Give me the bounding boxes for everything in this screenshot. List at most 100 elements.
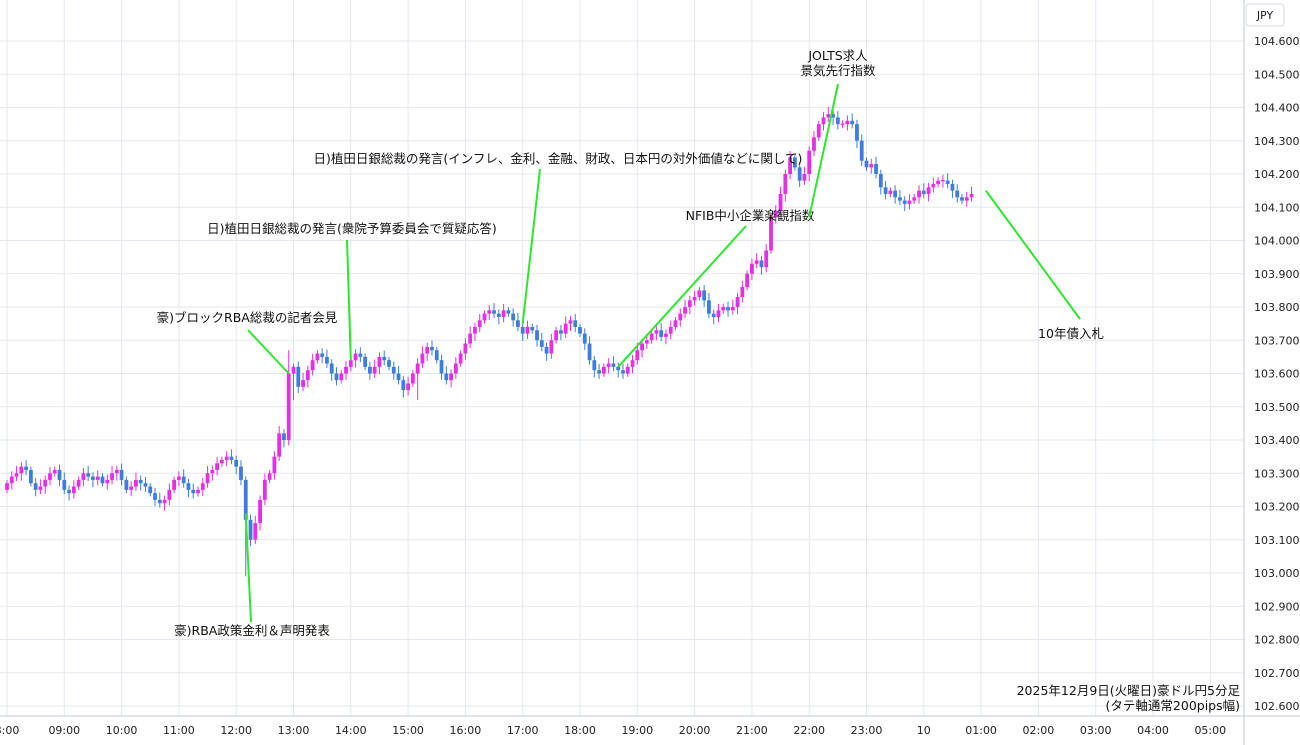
candle (444, 366, 449, 385)
candle (511, 308, 516, 327)
candle (563, 316, 568, 338)
candle (520, 322, 525, 341)
candle (315, 350, 320, 364)
candle (711, 309, 716, 325)
candle (334, 367, 339, 386)
candle (792, 154, 797, 171)
candle (487, 305, 492, 320)
candle (277, 426, 282, 461)
candle (902, 196, 907, 212)
candle (859, 134, 864, 167)
candle (673, 316, 678, 331)
y-tick-label: 103.800 (1254, 301, 1300, 314)
candle (382, 350, 387, 366)
candle (778, 186, 783, 215)
candle (406, 377, 410, 396)
candle (592, 355, 597, 378)
annotation-connector (244, 513, 252, 623)
candle (664, 329, 668, 345)
annotation-label: 豪)RBA政策金利＆声明発表 (174, 623, 330, 638)
candle (57, 464, 62, 487)
candle (783, 169, 788, 202)
candle (71, 480, 76, 499)
candle (750, 258, 754, 281)
candle (24, 460, 28, 476)
candle (377, 352, 382, 375)
candle (969, 186, 974, 202)
candle (52, 466, 57, 477)
candle (802, 166, 807, 185)
candle (773, 205, 778, 224)
candle (611, 356, 616, 372)
candle (582, 328, 587, 350)
candle (320, 348, 325, 364)
candle (48, 466, 52, 486)
candle (239, 460, 243, 486)
annotation-label: 豪)ブロックRBA総裁の記者会見 (157, 310, 338, 325)
candle (434, 346, 439, 364)
candle (525, 320, 530, 339)
candle (353, 349, 358, 368)
y-tick-label: 102.700 (1254, 667, 1300, 680)
candle (769, 213, 773, 254)
candle (124, 476, 129, 494)
candle (683, 299, 687, 318)
candle (119, 463, 124, 486)
candle (129, 481, 134, 497)
y-tick-label: 102.800 (1254, 634, 1300, 647)
y-tick-label: 103.500 (1254, 401, 1300, 414)
y-tick-label: 103.100 (1254, 534, 1300, 547)
candle (878, 169, 883, 195)
candle (110, 465, 114, 485)
candle (678, 308, 683, 327)
candle (339, 370, 344, 384)
candles (5, 106, 974, 577)
candle (864, 157, 869, 171)
candle (162, 495, 167, 511)
candle (745, 270, 750, 291)
x-tick-label: 17:00 (507, 724, 539, 737)
candle (143, 476, 148, 492)
candle (473, 322, 477, 341)
annotation-label: 日)植田日銀総裁の発言(インフレ、金利、金融、財政、日本円の対外価値などに関して… (314, 151, 803, 166)
x-tick-label: 19:00 (621, 724, 653, 737)
candle (516, 312, 520, 332)
candle (496, 309, 501, 325)
annotation-connector (521, 168, 541, 324)
annotation-label: 10年債入札 (1038, 326, 1104, 341)
candle (807, 146, 812, 182)
candle (430, 340, 434, 356)
candle (568, 315, 573, 331)
candle (831, 109, 835, 125)
candle (62, 472, 67, 495)
candle (86, 465, 91, 481)
candle (105, 474, 110, 490)
candle (38, 479, 43, 495)
x-tick-label: 21:00 (736, 724, 768, 737)
candle (148, 483, 153, 497)
annotation: 日)植田日銀総裁の発言(衆院予算委員会で質疑応答) (207, 221, 497, 361)
candle (301, 372, 305, 392)
x-tick-label: 20:00 (679, 724, 711, 737)
candle (535, 324, 539, 347)
annotation-label: 日)植田日銀総裁の発言(衆院予算委員会で質疑応答) (207, 221, 497, 236)
currency-label: JPY (1256, 9, 1274, 22)
candle (726, 301, 730, 317)
annotation-connector (808, 83, 839, 218)
y-tick-label: 104.200 (1254, 168, 1300, 181)
candle (229, 449, 234, 465)
candle (157, 492, 162, 508)
candle (888, 187, 893, 198)
x-tick-label: 22:00 (793, 724, 825, 737)
candle (258, 495, 262, 531)
y-tick-label: 103.700 (1254, 334, 1300, 347)
candle (702, 285, 707, 307)
candle (926, 182, 931, 202)
x-tick-label: 8:00 (0, 724, 19, 737)
candle (850, 113, 855, 129)
y-tick-label: 103.900 (1254, 268, 1300, 281)
candle (95, 470, 100, 486)
candle (134, 472, 138, 491)
candle (845, 115, 850, 131)
